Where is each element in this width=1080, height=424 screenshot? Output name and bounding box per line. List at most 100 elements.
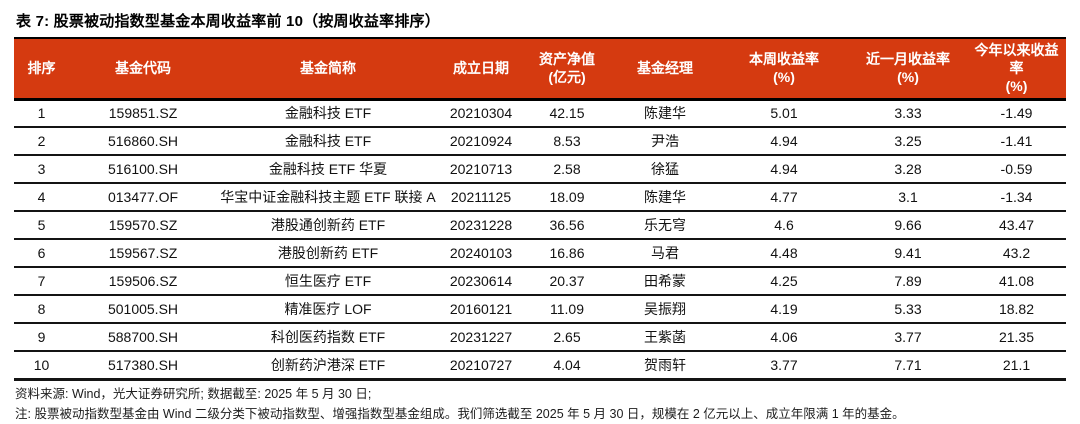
table-title: 表 7: 股票被动指数型基金本周收益率前 10（按周收益率排序）: [16, 13, 440, 30]
column-header-2: 基金简称: [217, 36, 439, 101]
table-cell: 2.65: [523, 323, 611, 353]
table-cell: 20210304: [439, 99, 523, 129]
table-cell: 创新药沪港深 ETF: [217, 351, 439, 381]
table-footnotes: 资料来源: Wind，光大证券研究所; 数据截至: 2025 年 5 月 30 …: [15, 384, 1066, 424]
column-header-3: 成立日期: [439, 36, 523, 101]
table-cell: 16.86: [523, 239, 611, 269]
table-cell: 4.25: [719, 267, 849, 297]
table-cell: 20211125: [439, 183, 523, 213]
table-cell: 2.58: [523, 155, 611, 185]
table-cell: 田希蒙: [611, 267, 719, 297]
column-header-6: 本周收益率 (%): [719, 36, 849, 101]
table-row: 6 159567.SZ 港股创新药 ETF 20240103 16.86 马君 4.48 9.…: [14, 239, 1066, 269]
table-cell: 2: [14, 127, 69, 157]
column-header-8: 今年以来收益率 (%): [967, 36, 1066, 101]
table-cell: 3.28: [849, 155, 967, 185]
table-body: 1 159851.SZ 金融科技 ETF 20210304 42.15 陈建华 5.01 3.…: [14, 99, 1066, 381]
table-cell: 马君: [611, 239, 719, 269]
table-cell: 9.66: [849, 211, 967, 241]
table-cell: 20231227: [439, 323, 523, 353]
table-cell: 4.77: [719, 183, 849, 213]
table-cell: 恒生医疗 ETF: [217, 267, 439, 297]
table-cell: 20.37: [523, 267, 611, 297]
table-cell: 5.33: [849, 295, 967, 325]
table-cell: 11.09: [523, 295, 611, 325]
table-cell: 9: [14, 323, 69, 353]
table-cell: 5.01: [719, 99, 849, 129]
table-cell: 8: [14, 295, 69, 325]
table-cell: 517380.SH: [69, 351, 217, 381]
table-cell: 科创医药指数 ETF: [217, 323, 439, 353]
table-cell: 4.48: [719, 239, 849, 269]
column-header-0: 排序: [14, 36, 69, 101]
table-cell: 尹浩: [611, 127, 719, 157]
table-cell: 4.94: [719, 155, 849, 185]
table-cell: 7: [14, 267, 69, 297]
table-cell: -1.41: [967, 127, 1066, 157]
table-cell: 20210727: [439, 351, 523, 381]
table-cell: 3.25: [849, 127, 967, 157]
table-cell: 36.56: [523, 211, 611, 241]
table-cell: 41.08: [967, 267, 1066, 297]
table-row: 4 013477.OF 华宝中证金融科技主题 ETF 联接 A 20211125 18.…: [14, 183, 1066, 213]
table-cell: 4.06: [719, 323, 849, 353]
table-cell: 20160121: [439, 295, 523, 325]
table-cell: 18.09: [523, 183, 611, 213]
table-cell: 3.33: [849, 99, 967, 129]
table-header-row: 排序 基金代码 基金简称 成立日期 资产净值 (亿元) 基金经理 本周收益率 (%) 近一月收益率…: [14, 36, 1066, 101]
table-row: 8 501005.SH 精准医疗 LOF 20160121 11.09 吴振翔 4.19 5.…: [14, 295, 1066, 325]
table-cell: 43.2: [967, 239, 1066, 269]
table-cell: 5: [14, 211, 69, 241]
table-cell: 4.6: [719, 211, 849, 241]
table-cell: 013477.OF: [69, 183, 217, 213]
table-cell: 金融科技 ETF: [217, 99, 439, 129]
table-row: 9 588700.SH 科创医药指数 ETF 20231227 2.65 王紫菡 4.06 3…: [14, 323, 1066, 353]
source-note: 资料来源: Wind，光大证券研究所; 数据截至: 2025 年 5 月 30 …: [15, 386, 372, 401]
table-cell: 20230614: [439, 267, 523, 297]
table-cell: 贺雨轩: [611, 351, 719, 381]
table-cell: 8.53: [523, 127, 611, 157]
table-cell: 陈建华: [611, 183, 719, 213]
table-cell: 4: [14, 183, 69, 213]
table-cell: 陈建华: [611, 99, 719, 129]
table-cell: 7.71: [849, 351, 967, 381]
table-row: 2 516860.SH 金融科技 ETF 20210924 8.53 尹浩 4.94 3.25…: [14, 127, 1066, 157]
table-cell: 吴振翔: [611, 295, 719, 325]
methodology-note: 注: 股票被动指数型基金由 Wind 二级分类下被动指数型、增强指数型基金组成。…: [15, 406, 905, 421]
table-cell: 6: [14, 239, 69, 269]
table-cell: 4.19: [719, 295, 849, 325]
column-header-7: 近一月收益率 (%): [849, 36, 967, 101]
table-cell: 21.35: [967, 323, 1066, 353]
table-cell: 精准医疗 LOF: [217, 295, 439, 325]
table-row: 10 517380.SH 创新药沪港深 ETF 20210727 4.04 贺雨轩 3.77…: [14, 351, 1066, 381]
table-cell: 9.41: [849, 239, 967, 269]
table-cell: 159506.SZ: [69, 267, 217, 297]
table-cell: 金融科技 ETF: [217, 127, 439, 157]
table-cell: 华宝中证金融科技主题 ETF 联接 A: [217, 183, 439, 213]
table-cell: 3.77: [719, 351, 849, 381]
fund-return-table: 排序 基金代码 基金简称 成立日期 资产净值 (亿元) 基金经理 本周收益率 (%) 近一月收益率…: [14, 36, 1066, 381]
table-cell: 3.77: [849, 323, 967, 353]
table-cell: 159567.SZ: [69, 239, 217, 269]
column-header-1: 基金代码: [69, 36, 217, 101]
table-cell: 501005.SH: [69, 295, 217, 325]
table-cell: -1.49: [967, 99, 1066, 129]
table-cell: 4.04: [523, 351, 611, 381]
table-cell: 1: [14, 99, 69, 129]
table-cell: 20231228: [439, 211, 523, 241]
table-row: 1 159851.SZ 金融科技 ETF 20210304 42.15 陈建华 5.01 3.…: [14, 99, 1066, 129]
table-cell: 金融科技 ETF 华夏: [217, 155, 439, 185]
table-row: 7 159506.SZ 恒生医疗 ETF 20230614 20.37 田希蒙 4.25 7.…: [14, 267, 1066, 297]
table-cell: 159570.SZ: [69, 211, 217, 241]
table-cell: 20240103: [439, 239, 523, 269]
table-cell: 4.94: [719, 127, 849, 157]
table-cell: 20210924: [439, 127, 523, 157]
column-header-5: 基金经理: [611, 36, 719, 101]
column-header-4: 资产净值 (亿元): [523, 36, 611, 101]
table-cell: 516860.SH: [69, 127, 217, 157]
table-row: 3 516100.SH 金融科技 ETF 华夏 20210713 2.58 徐猛 4.94 3…: [14, 155, 1066, 185]
table-cell: 3.1: [849, 183, 967, 213]
table-cell: 徐猛: [611, 155, 719, 185]
table-cell: 乐无穹: [611, 211, 719, 241]
